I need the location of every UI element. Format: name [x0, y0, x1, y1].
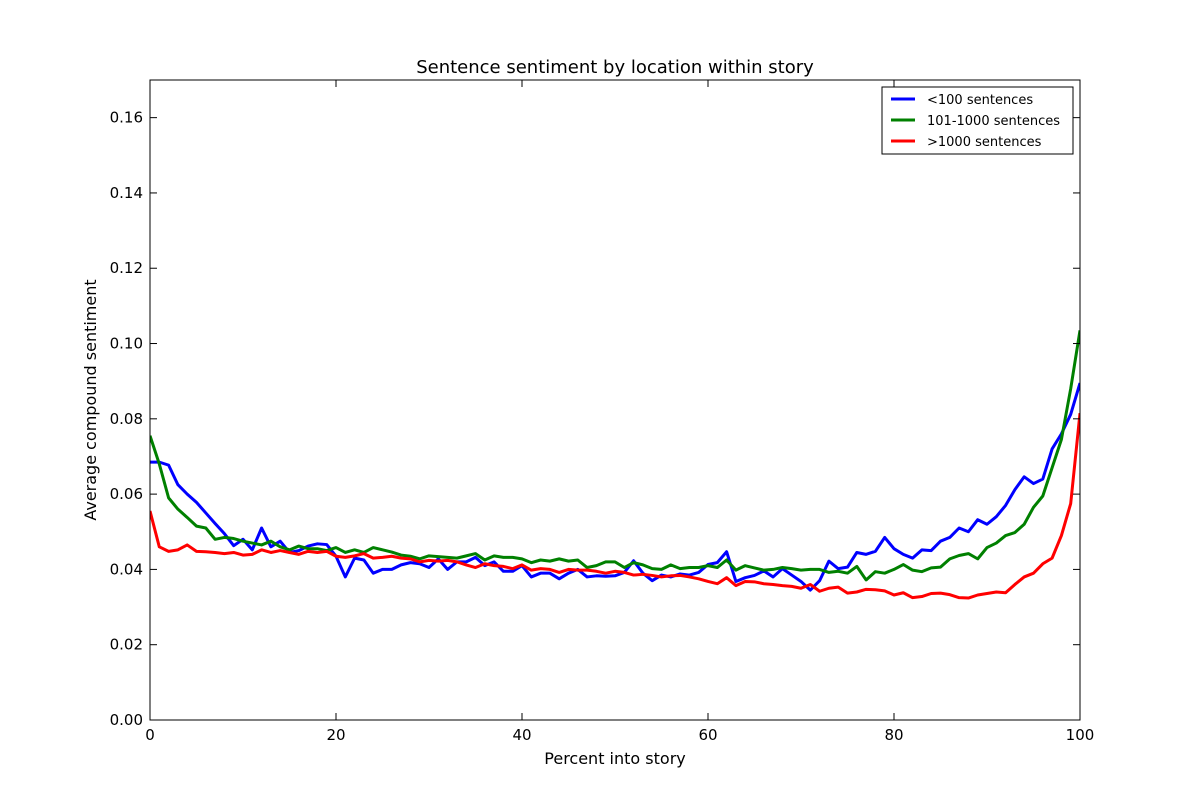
legend: <100 sentences 101-1000 sentences >1000 se… — [881, 86, 1074, 155]
y-tick-label: 0.14 — [110, 184, 143, 202]
x-tick-label: 100 — [1066, 726, 1095, 744]
y-tick-label: 0.08 — [110, 410, 143, 428]
y-tick-label: 0.10 — [110, 335, 143, 353]
axes-frame — [149, 79, 1081, 721]
x-tick-label: 20 — [326, 726, 345, 744]
legend-label-1: <100 sentences — [927, 93, 1033, 108]
x-tick-label: 40 — [512, 726, 531, 744]
y-tick-label: 0.16 — [110, 109, 143, 127]
y-tick-label: 0.00 — [110, 711, 143, 729]
y-tick-label: 0.12 — [110, 259, 143, 277]
y-tick-label: 0.04 — [110, 560, 143, 578]
series-line-2 — [150, 330, 1080, 582]
plot-area: 0 20 40 60 80 100 0.00 0.02 0.04 0.06 0.08 0.10 0.12… — [110, 79, 1095, 744]
x-axis-label: Percent into story — [544, 749, 685, 768]
y-tick-label: 0.06 — [110, 485, 143, 503]
series-group — [150, 330, 1080, 600]
legend-label-2: 101-1000 sentences — [927, 114, 1060, 129]
x-tick-label: 80 — [884, 726, 903, 744]
x-tick-label: 0 — [145, 726, 155, 744]
y-tick-label: 0.02 — [110, 636, 143, 654]
x-tick-label: 60 — [698, 726, 717, 744]
series-line-3 — [150, 413, 1080, 600]
y-axis-label: Average compound sentiment — [81, 279, 100, 520]
legend-label-3: >1000 sentences — [927, 135, 1042, 150]
chart-title: Sentence sentiment by location within st… — [416, 57, 814, 78]
